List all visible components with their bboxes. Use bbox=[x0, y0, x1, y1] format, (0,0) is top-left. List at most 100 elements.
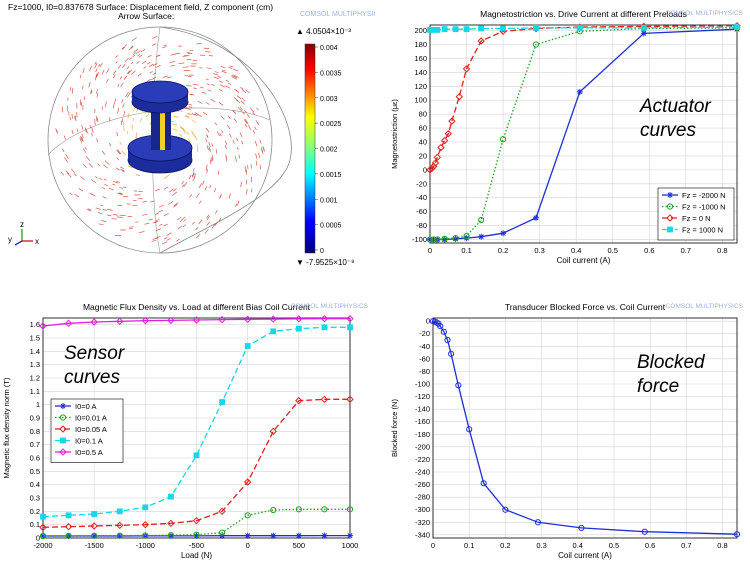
top-flange-top bbox=[131, 80, 189, 104]
field-arrow bbox=[188, 174, 192, 180]
field-arrow bbox=[144, 222, 150, 225]
field-arrow bbox=[234, 88, 238, 92]
data-point bbox=[462, 65, 471, 73]
y-tick-label: -80 bbox=[416, 221, 427, 230]
field-arrow bbox=[96, 88, 98, 94]
field-arrow bbox=[112, 74, 116, 79]
field-arrow bbox=[157, 209, 164, 213]
y-axis-label: Blocked force (N) bbox=[390, 399, 399, 457]
field-arrow bbox=[155, 219, 160, 222]
field-arrow bbox=[141, 60, 147, 64]
y-tick-label: -320 bbox=[415, 518, 430, 527]
field-arrow bbox=[195, 226, 199, 231]
field-arrow bbox=[196, 144, 199, 149]
data-point bbox=[64, 319, 73, 328]
field-arrow bbox=[210, 98, 216, 103]
field-arrow bbox=[106, 78, 109, 84]
field-arrow bbox=[237, 200, 240, 206]
data-point bbox=[218, 507, 226, 516]
field-arrow bbox=[167, 76, 172, 79]
colorbar-tick-label: 0.0015 bbox=[320, 172, 342, 179]
x-tick-label: 1000 bbox=[342, 541, 359, 550]
colorbar-tick-label: 0 bbox=[320, 248, 324, 255]
field-arrow bbox=[122, 103, 125, 108]
triad-z-label: z bbox=[20, 220, 24, 229]
y-tick-label: 1.6 bbox=[30, 320, 40, 329]
field-arrow bbox=[252, 130, 256, 134]
field-arrow bbox=[163, 186, 169, 190]
data-point bbox=[347, 324, 353, 331]
field-arrow bbox=[88, 81, 91, 88]
field-arrow bbox=[161, 241, 168, 245]
data-point bbox=[640, 30, 647, 37]
field-arrow bbox=[207, 89, 212, 92]
field-arrow bbox=[240, 100, 245, 105]
field-arrow bbox=[156, 54, 161, 58]
field-arrow bbox=[151, 239, 157, 242]
field-arrow bbox=[111, 218, 117, 220]
field-arrow bbox=[235, 156, 237, 162]
field-arrow bbox=[183, 181, 188, 187]
triad-y-axis bbox=[14, 240, 23, 246]
field-arrow bbox=[108, 187, 114, 191]
field-arrow bbox=[166, 232, 172, 236]
data-point bbox=[295, 396, 303, 405]
field-arrow bbox=[64, 157, 68, 163]
field-arrow bbox=[240, 87, 244, 90]
data-point bbox=[455, 382, 462, 389]
field-arrow bbox=[86, 209, 92, 212]
field-arrow bbox=[194, 135, 198, 140]
data-point bbox=[193, 452, 200, 459]
field-arrow bbox=[198, 182, 202, 188]
field-arrow bbox=[219, 132, 222, 137]
field-arrow bbox=[204, 186, 208, 191]
colorbar-scale bbox=[304, 43, 316, 254]
y-tick-label: 0.1 bbox=[30, 520, 40, 529]
data-point bbox=[452, 235, 459, 242]
data-point bbox=[91, 532, 98, 539]
field-arrow bbox=[136, 61, 140, 64]
field-arrow bbox=[101, 69, 105, 75]
data-point bbox=[641, 528, 648, 535]
field-arrow bbox=[120, 168, 125, 172]
field-arrow bbox=[116, 180, 121, 184]
field-arrow bbox=[206, 145, 209, 151]
field-arrow bbox=[178, 62, 185, 65]
data-point bbox=[576, 88, 583, 95]
data-point bbox=[141, 520, 150, 529]
field-arrow bbox=[90, 89, 92, 94]
field-arrow bbox=[213, 187, 217, 193]
field-arrow bbox=[216, 131, 221, 137]
field-arrow bbox=[91, 132, 93, 137]
field-arrow bbox=[193, 173, 197, 178]
field-arrow bbox=[127, 69, 133, 75]
field-arrow bbox=[195, 233, 201, 239]
field-arrow bbox=[205, 127, 210, 133]
legend: Fz = -2000 N Fz = -1000 N Fz = 0 N Fz = 100… bbox=[657, 187, 735, 241]
y-axis-label: Magnetic flux density norm (T) bbox=[2, 377, 11, 478]
field-arrow bbox=[155, 228, 162, 232]
field-arrow bbox=[131, 37, 137, 42]
field-arrow bbox=[241, 97, 246, 102]
field-arrow bbox=[163, 44, 167, 47]
data-point bbox=[434, 236, 441, 243]
field-arrow bbox=[117, 149, 122, 155]
field-arrow bbox=[124, 44, 128, 47]
field-arrow bbox=[220, 115, 225, 120]
y-tick-label: 40 bbox=[419, 138, 427, 147]
y-tick-label: -240 bbox=[415, 468, 430, 477]
chart-title: Transducer Blocked Force vs. Coil Curren… bbox=[505, 302, 666, 312]
field-arrow bbox=[147, 54, 152, 58]
field-arrow bbox=[232, 139, 235, 144]
field-arrow bbox=[220, 65, 226, 69]
x-tick-label: 0.2 bbox=[498, 246, 508, 255]
field-arrow bbox=[66, 172, 72, 178]
field-arrow bbox=[162, 46, 167, 49]
data-point bbox=[478, 233, 485, 240]
field-arrow bbox=[204, 229, 209, 234]
field-arrow bbox=[225, 85, 231, 89]
data-point bbox=[500, 230, 507, 237]
data-point bbox=[478, 25, 485, 32]
data-point bbox=[65, 512, 72, 519]
field-arrow bbox=[233, 118, 238, 123]
